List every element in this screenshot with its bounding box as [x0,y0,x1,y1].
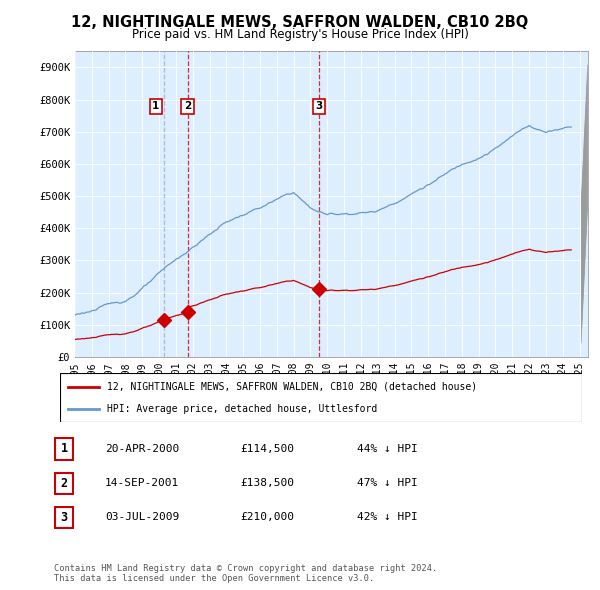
Text: 12, NIGHTINGALE MEWS, SAFFRON WALDEN, CB10 2BQ (detached house): 12, NIGHTINGALE MEWS, SAFFRON WALDEN, CB… [107,382,477,392]
Text: 44% ↓ HPI: 44% ↓ HPI [357,444,418,454]
Text: 3: 3 [315,101,323,112]
Text: HPI: Average price, detached house, Uttlesford: HPI: Average price, detached house, Uttl… [107,404,377,414]
Text: £210,000: £210,000 [240,513,294,522]
Text: 47% ↓ HPI: 47% ↓ HPI [357,478,418,488]
Text: 14-SEP-2001: 14-SEP-2001 [105,478,179,488]
Text: 42% ↓ HPI: 42% ↓ HPI [357,513,418,522]
Text: 1: 1 [152,101,160,112]
Text: 2: 2 [61,477,68,490]
Text: Price paid vs. HM Land Registry's House Price Index (HPI): Price paid vs. HM Land Registry's House … [131,28,469,41]
Text: Contains HM Land Registry data © Crown copyright and database right 2024.
This d: Contains HM Land Registry data © Crown c… [54,563,437,583]
Text: 03-JUL-2009: 03-JUL-2009 [105,513,179,522]
Text: 1: 1 [61,442,68,455]
Text: £138,500: £138,500 [240,478,294,488]
Text: 3: 3 [61,511,68,524]
Text: 20-APR-2000: 20-APR-2000 [105,444,179,454]
Text: £114,500: £114,500 [240,444,294,454]
Text: 2: 2 [184,101,191,112]
Text: 12, NIGHTINGALE MEWS, SAFFRON WALDEN, CB10 2BQ: 12, NIGHTINGALE MEWS, SAFFRON WALDEN, CB… [71,15,529,30]
